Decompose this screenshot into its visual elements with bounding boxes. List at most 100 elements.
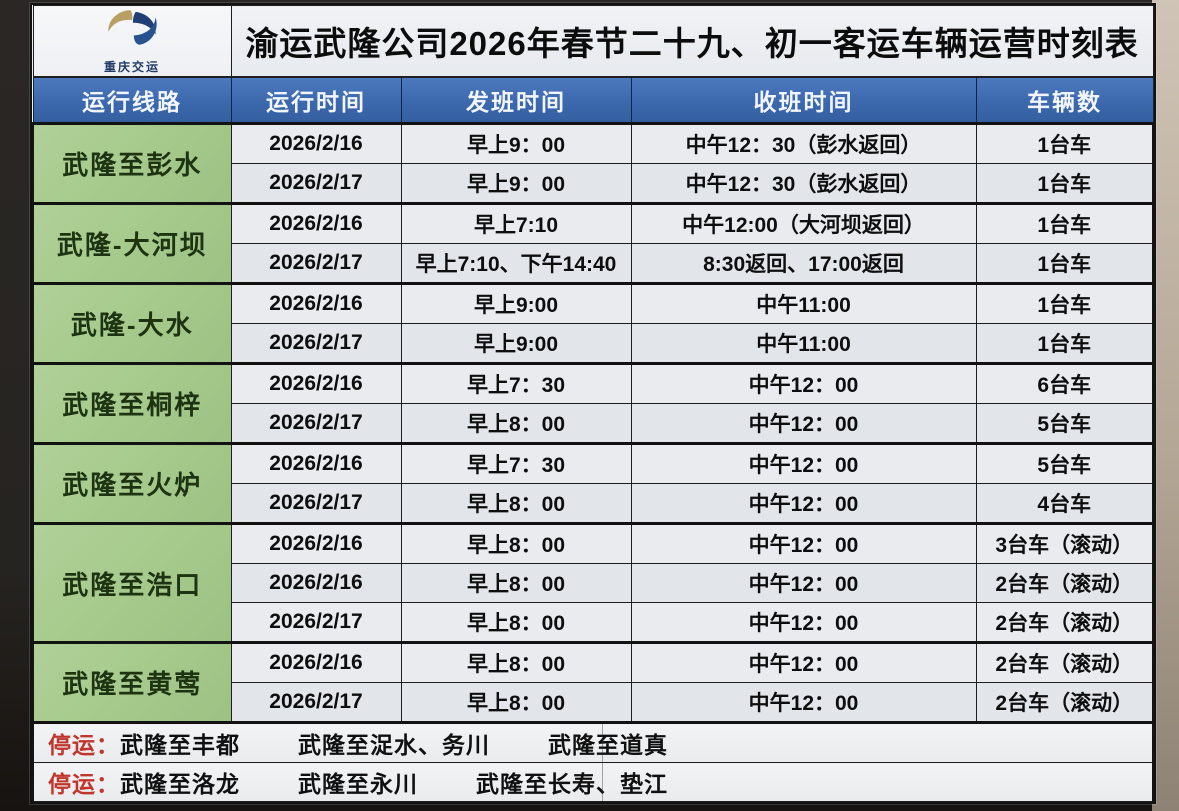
schedule-board: 重庆交运 渝运武隆公司2026年春节二十九、初一客运车辆运营时刻表 运行线路 运… <box>30 3 1156 804</box>
end-cell: 中午12：00 <box>630 602 977 643</box>
table-row: 武隆至桐梓 2026/2/16 早上7：30 中午12：00 6台车 <box>32 362 1155 444</box>
suspended-route: 武隆至浞水、务川 <box>298 732 490 758</box>
col-header-date: 运行时间 <box>230 76 402 125</box>
date-cell: 2026/2/17 <box>230 483 402 524</box>
table-row: 武隆至彭水 2026/2/16 早上9：00 中午12：30（彭水返回） 1台车 <box>32 122 1155 204</box>
depart-cell: 早上8：00 <box>400 483 632 524</box>
end-cell: 中午12：30（彭水返回） <box>630 122 977 164</box>
suspended-route: 武隆至道真 <box>548 732 668 758</box>
jiaoyun-swirl-icon <box>108 9 157 45</box>
vehicles-cell: 2台车（滚动） <box>975 563 1155 603</box>
vehicles-cell: 5台车 <box>975 403 1155 444</box>
suspended-label: 停运： <box>48 732 120 758</box>
route-cell: 武隆-大水 <box>32 282 232 364</box>
vehicles-cell: 5台车 <box>975 442 1155 484</box>
vehicles-cell: 1台车 <box>975 122 1155 164</box>
col-header-route: 运行线路 <box>32 76 232 125</box>
title-row: 重庆交运 渝运武隆公司2026年春节二十九、初一客运车辆运营时刻表 <box>32 5 1154 78</box>
vehicles-cell: 1台车 <box>975 243 1155 284</box>
date-cell: 2026/2/17 <box>230 682 402 723</box>
date-cell: 2026/2/17 <box>230 163 402 204</box>
depart-cell: 早上7:10 <box>400 202 632 244</box>
depart-cell: 早上9:00 <box>400 323 632 364</box>
vehicles-cell: 1台车 <box>975 163 1155 204</box>
table-row: 武隆-大河坝 2026/2/16 早上7:10 中午12:00（大河坝返回） 1… <box>32 202 1155 284</box>
table-row: 2026/2/17 早上8：00 中午12：00 5台车 <box>33 403 1155 444</box>
depart-cell: 早上9：00 <box>400 122 632 164</box>
company-logo: 重庆交运 <box>32 5 232 78</box>
date-cell: 2026/2/17 <box>230 323 402 364</box>
date-cell: 2026/2/16 <box>230 122 402 164</box>
route-cell: 武隆-大河坝 <box>32 202 232 284</box>
suspended-route: 武隆至长寿、垫江 <box>476 771 668 797</box>
depart-cell: 早上8：00 <box>400 563 632 603</box>
suspended-route: 武隆至洛龙 <box>120 771 240 797</box>
vehicles-cell: 6台车 <box>975 362 1155 404</box>
date-cell: 2026/2/16 <box>230 202 402 244</box>
end-cell: 中午12:00（大河坝返回） <box>630 202 977 244</box>
table-row: 2026/2/17 早上8：00 中午12：00 2台车（滚动） <box>33 682 1155 723</box>
date-cell: 2026/2/16 <box>230 563 402 603</box>
end-cell: 中午11:00 <box>630 323 977 364</box>
table-row: 2026/2/17 早上8：00 中午12：00 2台车（滚动） <box>33 602 1155 643</box>
route-cell: 武隆至黄莺 <box>32 641 232 723</box>
col-header-end: 收班时间 <box>630 76 977 125</box>
end-cell: 中午12：00 <box>630 362 977 404</box>
route-cell: 武隆至彭水 <box>32 122 232 204</box>
table-row: 2026/2/17 早上9：00 中午12：30（彭水返回） 1台车 <box>33 163 1155 204</box>
depart-cell: 早上7:10、下午14:40 <box>400 243 632 284</box>
table-row: 武隆至黄莺 2026/2/16 早上8：00 中午12：00 2台车（滚动） <box>32 641 1155 723</box>
end-cell: 中午12：00 <box>630 442 977 484</box>
depart-cell: 早上8：00 <box>400 403 632 444</box>
vehicles-cell: 2台车（滚动） <box>975 682 1155 723</box>
route-cell: 武隆至火炉 <box>32 442 232 524</box>
suspended-routes-line-2: 停运：武隆至洛龙 武隆至永川 武隆至长寿、垫江 <box>31 762 1155 802</box>
date-cell: 2026/2/16 <box>230 522 402 564</box>
suspended-route: 武隆至永川 <box>298 771 418 797</box>
end-cell: 中午12：00 <box>630 682 977 723</box>
col-header-vehicles: 车辆数 <box>975 76 1154 125</box>
page-title: 渝运武隆公司2026年春节二十九、初一客运车辆运营时刻表 <box>230 5 1154 78</box>
table-row: 武隆至火炉 2026/2/16 早上7：30 中午12：00 5台车 <box>32 442 1155 524</box>
date-cell: 2026/2/17 <box>230 403 402 444</box>
depart-cell: 早上8：00 <box>400 682 632 723</box>
logo-caption: 重庆交运 <box>103 59 160 74</box>
table-row: 2026/2/16 早上8：00 中午12：00 2台车（滚动） <box>33 563 1155 603</box>
end-cell: 中午12：00 <box>630 641 977 683</box>
table-row: 武隆至浩口 2026/2/16 早上8：00 中午12：00 3台车（滚动） <box>32 522 1155 643</box>
vehicles-cell: 2台车（滚动） <box>975 641 1155 683</box>
suspended-label: 停运： <box>48 771 120 797</box>
table-row: 2026/2/17 早上7:10、下午14:40 8:30返回、17:00返回 … <box>33 243 1155 284</box>
vehicles-cell: 2台车（滚动） <box>975 602 1155 643</box>
end-cell: 8:30返回、17:00返回 <box>630 243 977 284</box>
vehicles-cell: 1台车 <box>975 323 1155 364</box>
suspended-row: 停运：武隆至丰都 武隆至浞水、务川 武隆至道真 <box>31 721 1155 763</box>
table-row: 2026/2/17 早上9:00 中午11:00 1台车 <box>33 323 1155 364</box>
schedule-table: 重庆交运 渝运武隆公司2026年春节二十九、初一客运车辆运营时刻表 运行线路 运… <box>31 5 1155 802</box>
vehicles-cell: 3台车（滚动） <box>975 522 1155 564</box>
background-edge <box>1152 0 1179 811</box>
depart-cell: 早上9：00 <box>400 163 632 204</box>
end-cell: 中午12：00 <box>630 563 977 603</box>
route-cell: 武隆至浩口 <box>32 522 232 643</box>
table-row: 2026/2/17 早上8：00 中午12：00 4台车 <box>33 483 1155 524</box>
end-cell: 中午11:00 <box>630 282 977 324</box>
depart-cell: 早上7：30 <box>400 362 632 404</box>
vehicles-cell: 4台车 <box>975 483 1155 524</box>
date-cell: 2026/2/16 <box>230 282 402 324</box>
end-cell: 中午12：00 <box>630 403 977 444</box>
end-cell: 中午12：30（彭水返回） <box>630 163 977 204</box>
route-cell: 武隆至桐梓 <box>32 362 232 444</box>
date-cell: 2026/2/16 <box>230 362 402 404</box>
date-cell: 2026/2/16 <box>230 641 402 683</box>
vehicles-cell: 1台车 <box>975 202 1155 244</box>
depart-cell: 早上8：00 <box>400 641 632 683</box>
suspended-row: 停运：武隆至洛龙 武隆至永川 武隆至长寿、垫江 <box>31 762 1155 802</box>
depart-cell: 早上9:00 <box>400 282 632 324</box>
end-cell: 中午12：00 <box>630 522 977 564</box>
col-header-depart: 发班时间 <box>400 76 632 125</box>
header-row: 运行线路 运行时间 发班时间 收班时间 车辆数 <box>32 76 1154 125</box>
depart-cell: 早上7：30 <box>400 442 632 484</box>
date-cell: 2026/2/16 <box>230 442 402 484</box>
depart-cell: 早上8：00 <box>400 602 632 643</box>
